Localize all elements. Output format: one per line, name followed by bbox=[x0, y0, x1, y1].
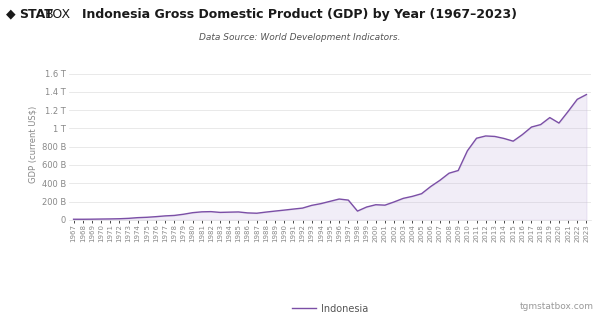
Text: STAT: STAT bbox=[19, 8, 53, 21]
Indonesia bbox=[217, 210, 224, 214]
Indonesia bbox=[427, 185, 434, 188]
Text: tgmstatbox.com: tgmstatbox.com bbox=[520, 302, 594, 311]
Text: Data Source: World Development Indicators.: Data Source: World Development Indicator… bbox=[199, 33, 401, 42]
Indonesia bbox=[583, 93, 590, 96]
Text: BOX: BOX bbox=[45, 8, 71, 21]
Indonesia bbox=[107, 217, 114, 221]
Line: Indonesia: Indonesia bbox=[74, 95, 586, 219]
Indonesia bbox=[70, 217, 77, 221]
Text: ◆: ◆ bbox=[6, 8, 16, 21]
Legend: Indonesia: Indonesia bbox=[288, 300, 372, 314]
Indonesia bbox=[97, 217, 104, 221]
Indonesia bbox=[299, 206, 306, 210]
Indonesia bbox=[79, 217, 86, 221]
Y-axis label: GDP (current US$): GDP (current US$) bbox=[29, 106, 38, 183]
Indonesia bbox=[436, 178, 443, 182]
Text: Indonesia Gross Domestic Product (GDP) by Year (1967–2023): Indonesia Gross Domestic Product (GDP) b… bbox=[83, 8, 517, 21]
